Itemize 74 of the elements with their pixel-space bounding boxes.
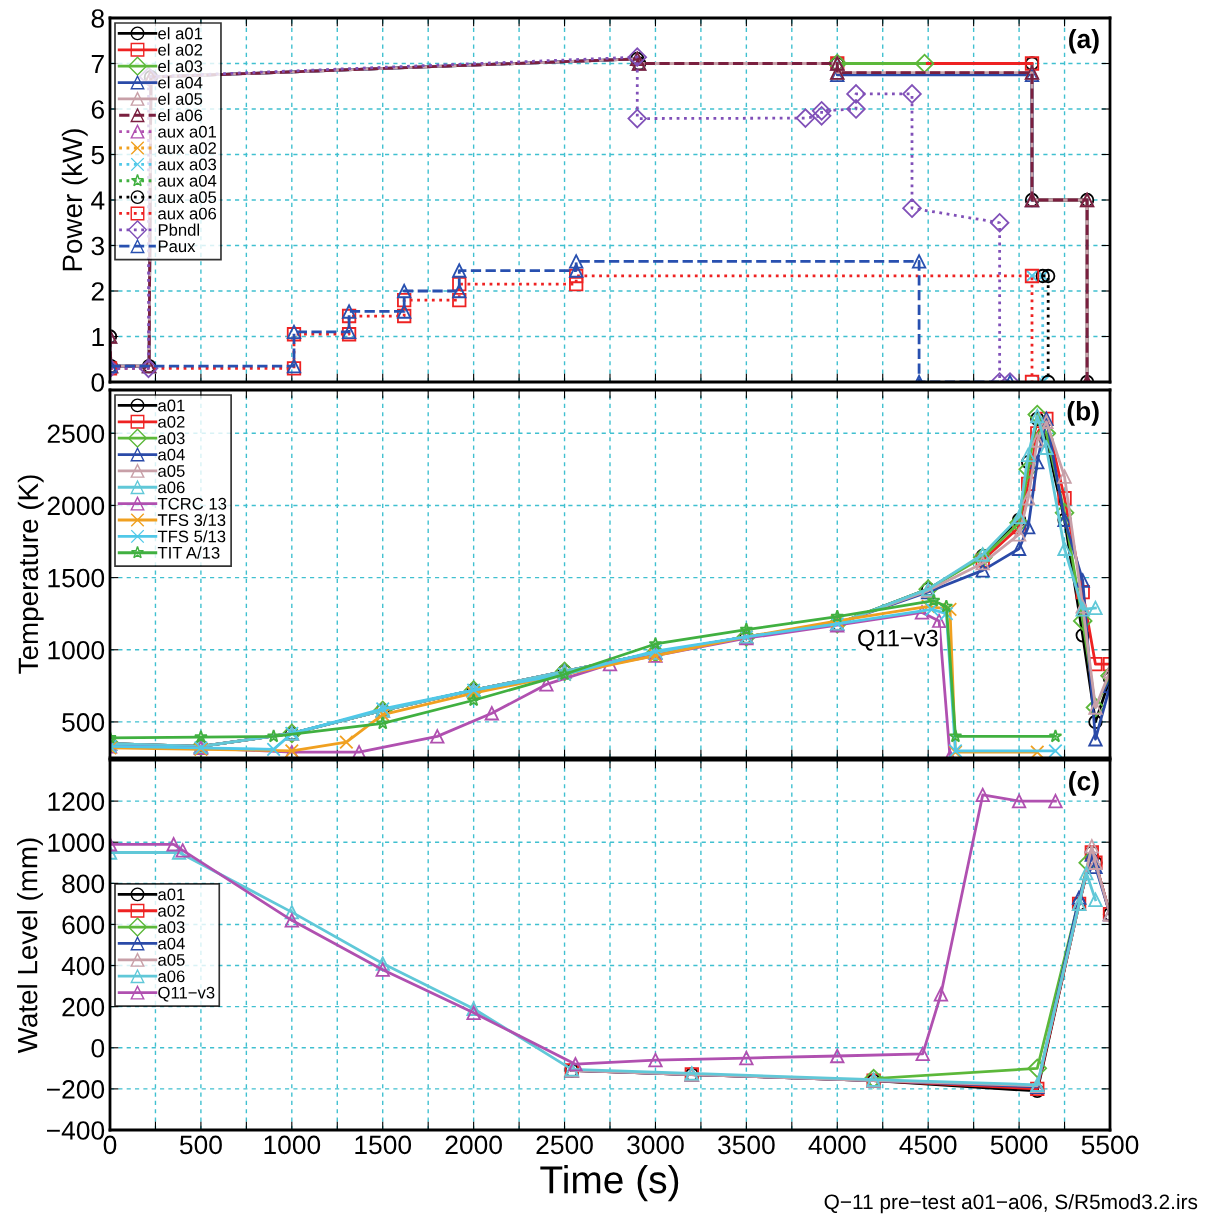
y-tick-label: 2500 <box>47 424 105 444</box>
legend-label: TFS 3/13 <box>157 513 226 526</box>
y-tick-label: 1500 <box>48 568 105 588</box>
y-axis-title: Watel Level (mm) <box>17 838 43 1054</box>
legend-label: a04 <box>158 937 185 950</box>
annotation: (c) <box>1069 771 1099 796</box>
y-tick-label: 8 <box>91 9 104 28</box>
x-tick-label: 4000 <box>808 1135 866 1155</box>
legend-label: el a05 <box>158 92 203 105</box>
x-tick-label: 5500 <box>1081 1135 1139 1155</box>
legend-label: a01 <box>158 399 185 412</box>
annotation: (a) <box>1069 28 1099 54</box>
legend-label: Pbndl <box>158 223 200 236</box>
legend-label: Q11−v3 <box>158 986 215 1002</box>
legend-label: a03 <box>158 432 185 445</box>
x-axis-title: Time (s) <box>540 1165 679 1202</box>
y-tick-label: 4 <box>91 191 105 210</box>
x-tick-label: 1500 <box>355 1135 412 1155</box>
y-tick-label: 7 <box>91 54 104 74</box>
y-tick-label: 2 <box>91 282 104 301</box>
legend-label: a04 <box>158 448 185 461</box>
legend-label: aux a01 <box>158 125 216 138</box>
legend-label: aux a05 <box>158 191 217 204</box>
y-tick-label: 400 <box>61 956 105 976</box>
annotation: (b) <box>1067 401 1099 426</box>
legend-label: aux a06 <box>158 207 217 220</box>
y-tick-label: −400 <box>47 1121 105 1140</box>
legend-label: el a03 <box>158 59 203 73</box>
x-tick-label: 3000 <box>627 1135 684 1155</box>
y-tick-label: 500 <box>62 713 105 732</box>
x-tick-label: 4500 <box>899 1135 957 1155</box>
y-tick-label: 800 <box>62 874 105 894</box>
legend-label: a01 <box>158 888 185 901</box>
y-tick-label: 1000 <box>48 640 105 660</box>
legend-label: a03 <box>158 921 185 934</box>
text: Q−11 pre−test a01−a06, S/R5mod3.2.irs <box>824 1193 1198 1214</box>
x-tick-label: 2000 <box>445 1135 502 1155</box>
y-tick-label: 2000 <box>47 496 105 516</box>
y-axis-title: Power (kW) <box>61 129 88 271</box>
legend-label: el a01 <box>158 27 203 40</box>
legend-label: TIT A/13 <box>157 546 220 559</box>
legend-label: aux a03 <box>158 158 217 171</box>
y-tick-label: 6 <box>91 100 104 119</box>
y-tick-label: 200 <box>62 997 105 1017</box>
x-tick-label: 3500 <box>718 1135 775 1155</box>
y-tick-label: 5 <box>91 145 105 165</box>
y-tick-label: 3 <box>91 236 104 256</box>
x-tick-label: 500 <box>179 1135 222 1155</box>
legend-label: Paux <box>158 240 196 253</box>
annotation: Q11−v3 <box>858 629 938 651</box>
legend-label: a05 <box>158 954 185 966</box>
y-tick-label: 600 <box>62 915 105 935</box>
y-tick-label: −200 <box>47 1080 105 1099</box>
legend-label: a02 <box>158 904 185 917</box>
x-tick-label: 1000 <box>264 1135 321 1155</box>
legend-label: a06 <box>158 970 185 983</box>
y-tick-label: 0 <box>91 373 105 392</box>
legend-label: aux a02 <box>158 142 216 154</box>
y-tick-label: 0 <box>91 1038 105 1058</box>
x-tick-label: 2500 <box>536 1135 593 1155</box>
y-tick-label: 1 <box>92 327 104 347</box>
y-axis-title: Temperature (K) <box>17 475 44 674</box>
legend-label: TCRC 13 <box>157 497 227 510</box>
x-tick-label: 5000 <box>990 1135 1048 1155</box>
legend-label: el a02 <box>158 43 203 56</box>
legend-label: el a06 <box>158 109 203 122</box>
legend-label: aux a04 <box>158 174 217 187</box>
legend-label: TFS 5/13 <box>157 530 226 543</box>
legend-label: el a04 <box>158 76 203 89</box>
legend-label: a06 <box>158 481 185 494</box>
y-tick-label: 1200 <box>48 792 105 811</box>
y-tick-label: 1000 <box>48 833 105 853</box>
legend-label: a05 <box>158 465 185 477</box>
legend-label: a02 <box>158 415 185 428</box>
